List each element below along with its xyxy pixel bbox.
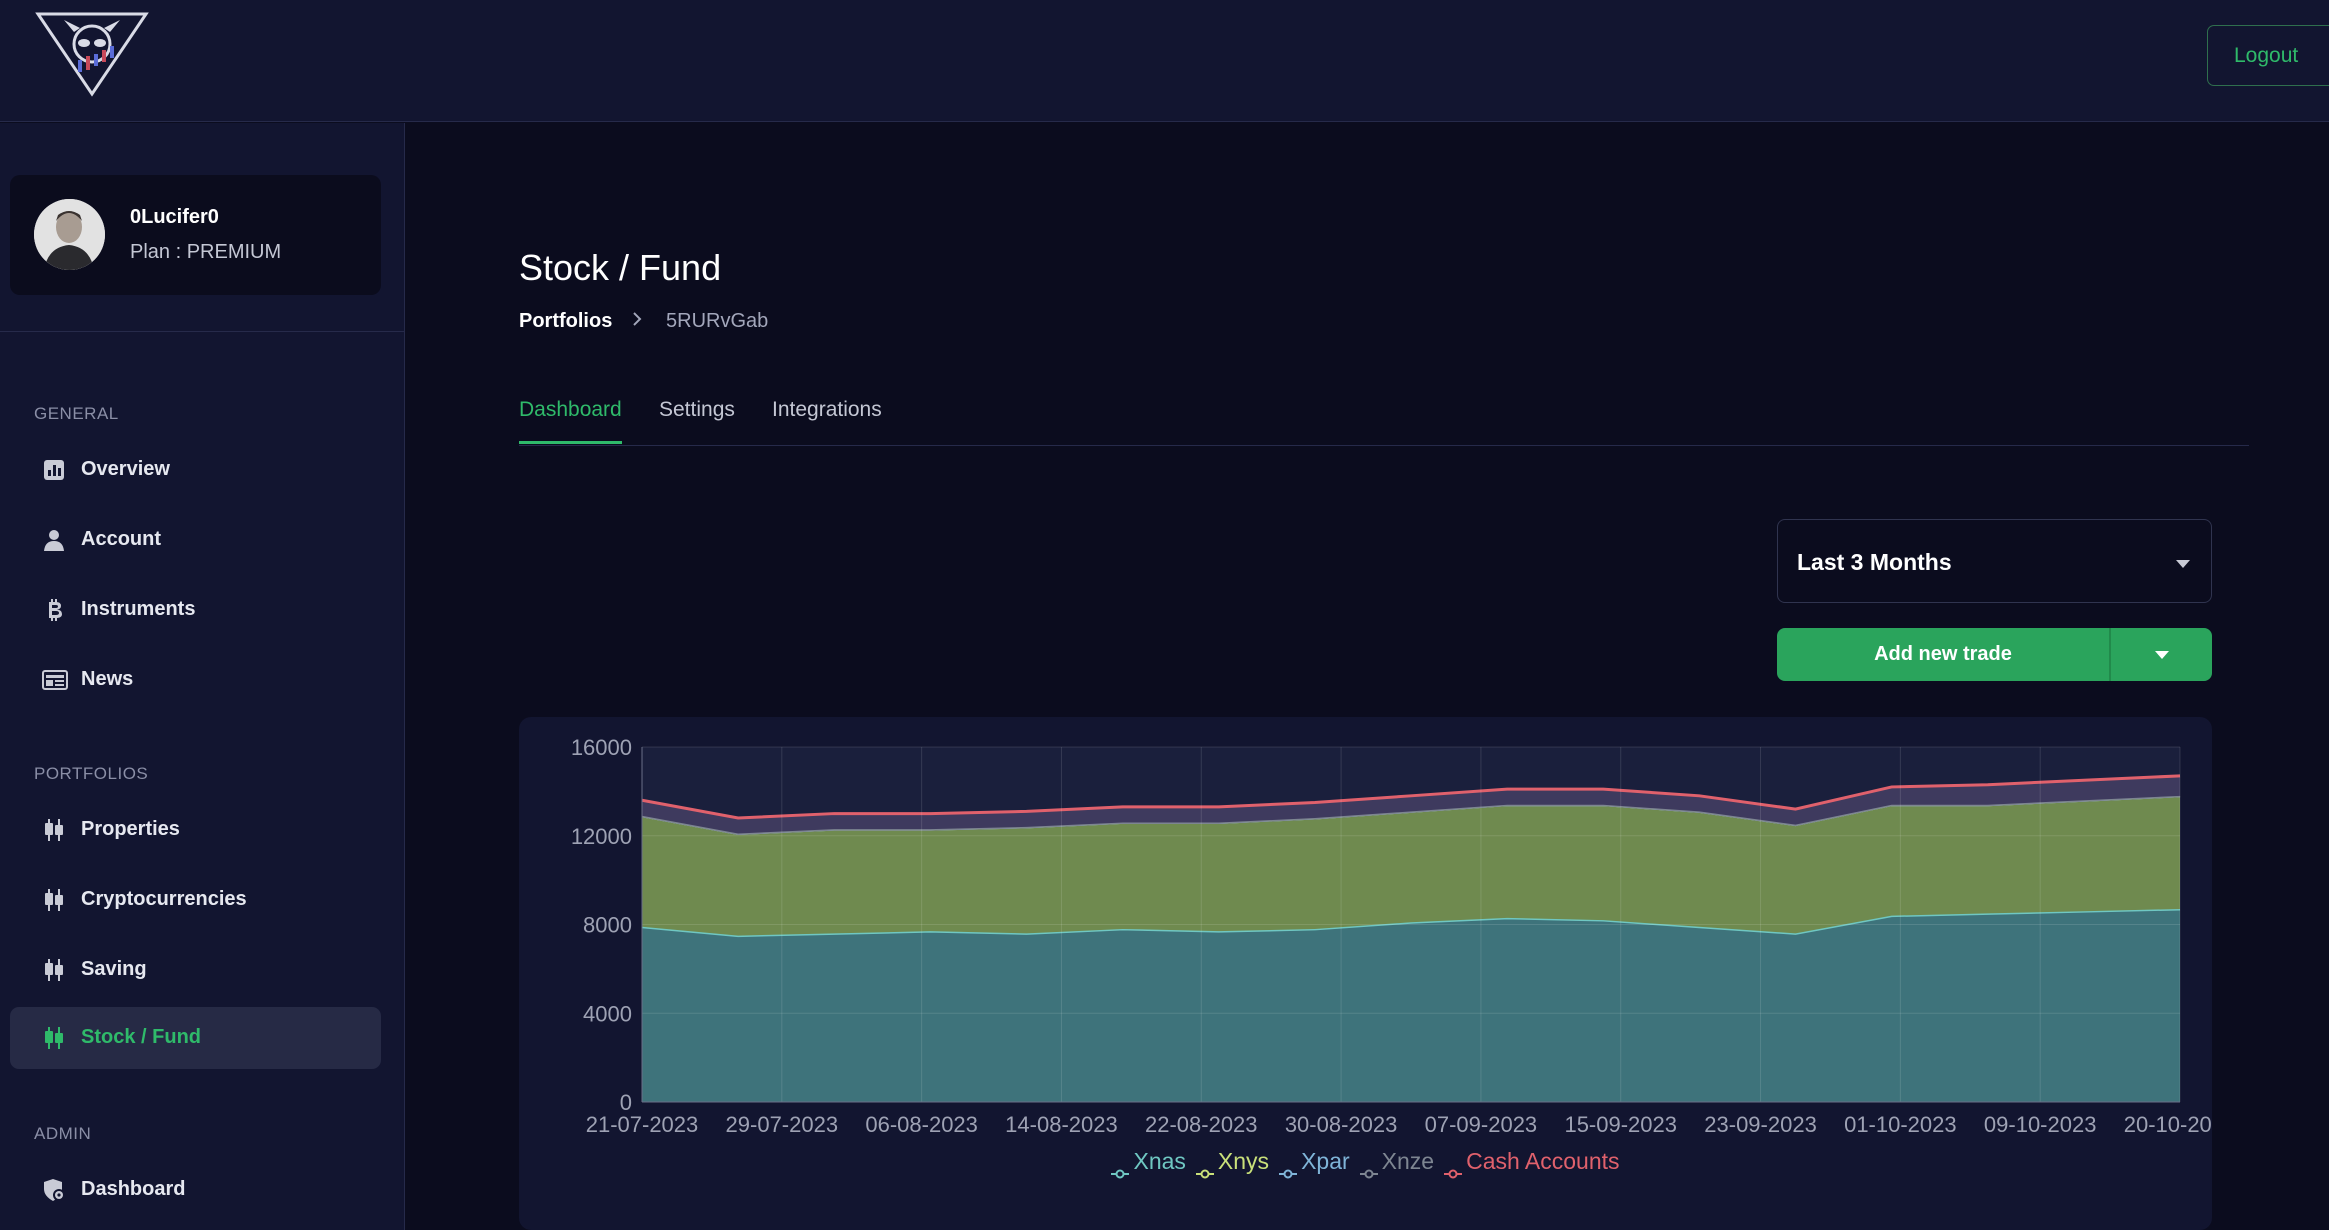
sidebar-item-label: Saving (81, 958, 147, 980)
x-tick-label: 30-08-2023 (1285, 1112, 1398, 1137)
sidebar-item-stock-fund[interactable]: Stock / Fund (10, 1007, 381, 1069)
section-title-portfolios: PORTFOLIOS (34, 764, 149, 783)
sidebar-divider (0, 331, 404, 332)
y-tick-label: 0 (620, 1090, 632, 1115)
sidebar-item-properties[interactable]: Properties (10, 799, 381, 861)
legend-label: Xnze (1381, 1148, 1435, 1174)
breadcrumb-portfolios[interactable]: Portfolios (519, 310, 613, 332)
legend-item-xnys[interactable]: Xnys (1195, 1148, 1270, 1179)
logout-button[interactable]: Logout (2207, 25, 2329, 86)
area-cash-accounts (642, 775, 2180, 834)
sidebar-item-news[interactable]: News (10, 649, 381, 711)
series-line-cash-accounts (641, 774, 2181, 820)
candlestick-icon (42, 818, 66, 842)
sidebar-item-instruments[interactable]: Instruments (10, 579, 381, 641)
period-select[interactable]: Last 3 Months (1777, 519, 2212, 603)
add-trade-dropdown-toggle[interactable] (2111, 628, 2212, 681)
legend-label: Cash Accounts (1466, 1148, 1620, 1174)
x-tick-label: 15-09-2023 (1564, 1112, 1677, 1137)
legend-item-xnas[interactable]: Xnas (1111, 1148, 1186, 1179)
y-tick-label: 12000 (571, 824, 632, 849)
sidebar-item-label: Cryptocurrencies (81, 888, 247, 910)
sidebar: 0Lucifer0 Plan : PREMIUM GENERAL Overvie… (0, 123, 405, 1230)
plan-label: Plan : PREMIUM (130, 241, 282, 263)
caret-down-icon (2175, 556, 2191, 568)
legend-marker-icon (1111, 1158, 1130, 1179)
section-title-general: GENERAL (34, 404, 119, 423)
newspaper-icon (42, 668, 68, 692)
sidebar-item-label: Instruments (81, 598, 196, 620)
stacked-area-chart: 0 4000 8000 12000 16000 21-07-2023 29-07-2023 0… (571, 735, 2212, 1137)
x-tick-label: 09-10-2023 (1984, 1112, 2097, 1137)
active-tab-indicator (519, 441, 622, 444)
shield-gear-icon (42, 1178, 66, 1202)
legend-marker-icon (1359, 1158, 1378, 1179)
x-tick-label: 20-10-2023 (2124, 1112, 2212, 1137)
page-title: Stock / Fund (519, 247, 722, 288)
caret-down-icon (2155, 651, 2169, 659)
add-new-trade-button[interactable]: Add new trade (1874, 643, 2012, 665)
portfolio-chart-card: 0 4000 8000 12000 16000 21-07-2023 29-07-2023 0… (519, 717, 2212, 1230)
legend-item-xnze[interactable]: Xnze (1359, 1148, 1435, 1179)
y-tick-label: 8000 (583, 913, 632, 938)
area-xnas (642, 908, 2180, 1102)
legend-marker-icon (1279, 1158, 1298, 1179)
section-title-admin: ADMIN (34, 1124, 92, 1143)
legend-marker-icon (1195, 1158, 1214, 1179)
x-tick-label: 22-08-2023 (1145, 1112, 1258, 1137)
x-tick-label: 06-08-2023 (865, 1112, 978, 1137)
legend-marker-icon (1444, 1158, 1463, 1179)
x-tick-label: 01-10-2023 (1844, 1112, 1957, 1137)
x-tick-label: 14-08-2023 (1005, 1112, 1118, 1137)
legend-item-cash-accounts[interactable]: Cash Accounts (1444, 1148, 1620, 1179)
sidebar-item-label: Account (81, 528, 161, 550)
area-xnys (642, 795, 2180, 936)
x-tick-label: 29-07-2023 (726, 1112, 839, 1137)
user-profile-card[interactable]: 0Lucifer0 Plan : PREMIUM (10, 175, 381, 295)
button-divider (2109, 628, 2111, 681)
legend-label: Xpar (1301, 1148, 1350, 1174)
legend-label: Xnas (1133, 1148, 1186, 1174)
breadcrumb-current: 5RURvGab (666, 310, 769, 332)
chevron-right-icon (628, 308, 648, 330)
tab-dashboard[interactable]: Dashboard (519, 398, 622, 421)
y-tick-label: 4000 (583, 1001, 632, 1026)
x-tick-label: 07-09-2023 (1425, 1112, 1538, 1137)
x-tick-label: 21-07-2023 (586, 1112, 699, 1137)
top-bar: Logout (0, 0, 2329, 122)
candlestick-icon (42, 888, 66, 912)
y-tick-label: 16000 (571, 735, 632, 760)
candlestick-icon (42, 958, 66, 982)
legend-item-xpar[interactable]: Xpar (1279, 1148, 1350, 1179)
x-tick-label: 23-09-2023 (1704, 1112, 1817, 1137)
tab-settings[interactable]: Settings (659, 398, 735, 421)
sidebar-item-overview[interactable]: Overview (10, 439, 381, 501)
sidebar-item-label: Stock / Fund (81, 1026, 201, 1048)
legend-label: Xnys (1217, 1148, 1270, 1174)
tab-integrations[interactable]: Integrations (772, 398, 882, 421)
raccoon-logo[interactable] (34, 10, 150, 98)
sidebar-item-label: Overview (81, 458, 170, 480)
chart-legend: Xnas Xnys Xpar Xnze Cash Accounts (519, 1148, 2212, 1179)
sidebar-item-label: Properties (81, 818, 180, 840)
bitcoin-icon (42, 598, 66, 622)
user-icon (42, 528, 66, 552)
username: 0Lucifer0 (130, 206, 219, 228)
sidebar-item-admin-dashboard[interactable]: Dashboard (10, 1159, 381, 1221)
avatar (34, 199, 105, 270)
sidebar-item-cryptocurrencies[interactable]: Cryptocurrencies (10, 869, 381, 931)
sidebar-item-label: Dashboard (81, 1178, 186, 1200)
sidebar-item-label: News (81, 668, 134, 690)
bar-chart-icon (42, 458, 66, 482)
add-trade-button-group: Add new trade (1777, 628, 2212, 681)
sidebar-item-account[interactable]: Account (10, 509, 381, 571)
candlestick-icon (42, 1026, 66, 1050)
tabs-divider (519, 445, 2249, 446)
sidebar-item-saving[interactable]: Saving (10, 939, 381, 1001)
period-select-value: Last 3 Months (1797, 549, 1952, 575)
